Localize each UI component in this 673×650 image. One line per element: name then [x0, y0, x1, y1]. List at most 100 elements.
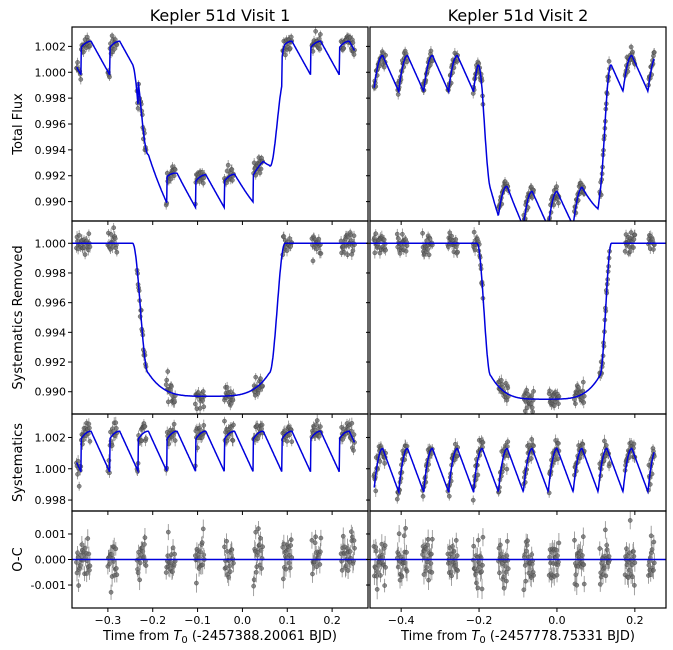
data-point: [87, 567, 92, 573]
y-tick-label: 1.000: [35, 463, 67, 476]
data-point: [505, 566, 511, 571]
data-point: [193, 401, 198, 407]
data-point: [382, 461, 387, 466]
data-point: [165, 529, 171, 535]
data-point: [339, 568, 345, 573]
data-point: [75, 458, 81, 464]
data-point: [375, 569, 380, 575]
data-point: [652, 560, 657, 566]
data-point: [200, 526, 206, 532]
y-tick-label: 0.994: [35, 326, 67, 339]
data-point: [530, 409, 535, 414]
panel-title: Kepler 51d Visit 2: [448, 6, 589, 25]
data-point: [341, 46, 347, 51]
model-curve: [76, 40, 356, 211]
data-point: [603, 527, 608, 533]
data-point: [556, 401, 561, 406]
data-point: [383, 565, 388, 570]
data-point: [201, 404, 207, 410]
data-point: [524, 405, 530, 411]
data-point: [318, 32, 323, 37]
data-point: [632, 583, 637, 588]
data-point: [651, 539, 657, 545]
data-point: [78, 77, 84, 82]
data-point: [87, 425, 92, 431]
data-point: [400, 231, 405, 237]
data-point: [498, 542, 503, 548]
y-tick-label: 0.000: [35, 554, 67, 567]
data-point: [224, 538, 229, 544]
data-point: [404, 243, 410, 248]
data-point: [111, 225, 116, 231]
data-point: [622, 248, 628, 254]
data-point: [309, 538, 315, 543]
data-point: [606, 553, 612, 559]
data-point: [525, 391, 530, 397]
data-point: [648, 533, 654, 539]
data-point: [142, 424, 148, 429]
x-tick-label: 0.0: [234, 614, 252, 627]
data-point: [229, 547, 235, 552]
data-point: [554, 572, 560, 578]
data-point: [395, 92, 401, 97]
data-point: [200, 389, 206, 394]
data-point: [351, 52, 357, 57]
data-point: [229, 167, 235, 172]
data-point: [230, 397, 236, 403]
data-point: [142, 535, 148, 540]
data-point: [251, 577, 257, 583]
axes-frame: [71, 26, 369, 222]
data-point: [87, 244, 93, 250]
data-point: [227, 569, 233, 574]
y-tick-label: 1.000: [35, 237, 67, 250]
data-point: [281, 576, 286, 582]
data-point: [227, 563, 233, 569]
y-tick-label: 0.992: [35, 356, 67, 369]
data-point: [572, 537, 577, 543]
x-tick-label: −0.2: [466, 614, 493, 627]
data-point: [504, 578, 509, 584]
data-point: [168, 176, 174, 182]
data-point: [260, 383, 265, 389]
data-point: [649, 547, 655, 552]
data-point: [224, 385, 230, 390]
x-tick-label: 0.1: [279, 614, 297, 627]
data-point: [82, 252, 88, 257]
data-point: [632, 232, 638, 238]
y-axis-label: Total Flux: [11, 93, 26, 156]
x-tick-label: −0.1: [184, 614, 211, 627]
y-tick-label: 0.998: [35, 267, 67, 280]
data-point: [454, 553, 460, 558]
panel-residuals-1: -0.001 0.000 0.001 −0.3 −0.2 −0.1 0.0 0.1 0.2 O-C: [11, 510, 369, 627]
data-point: [283, 52, 288, 58]
panel-detrended-2: [366, 220, 667, 418]
data-point: [480, 440, 486, 445]
data-point: [475, 585, 481, 591]
model-curve: [370, 242, 666, 400]
data-point: [429, 551, 434, 557]
data-point: [547, 554, 552, 560]
data-point: [471, 229, 477, 235]
data-point: [350, 248, 356, 254]
data-point: [143, 563, 149, 568]
data-point: [556, 200, 561, 206]
data-point: [228, 389, 234, 395]
data-point: [505, 538, 510, 544]
data-point: [318, 549, 323, 554]
data-point: [313, 29, 318, 34]
data-point: [200, 180, 206, 186]
x-tick-label: −0.3: [95, 614, 122, 627]
data-point: [428, 561, 434, 566]
data-point: [135, 106, 141, 111]
data-point: [163, 382, 169, 387]
data-point: [87, 563, 93, 569]
data-point: [317, 562, 323, 567]
data-point: [554, 547, 559, 553]
data-point: [253, 529, 259, 535]
data-point: [525, 538, 530, 544]
data-point: [383, 52, 388, 58]
data-point: [257, 170, 263, 176]
y-tick-label: 0.996: [35, 297, 67, 310]
data-point: [109, 33, 115, 39]
data-point: [165, 399, 171, 405]
